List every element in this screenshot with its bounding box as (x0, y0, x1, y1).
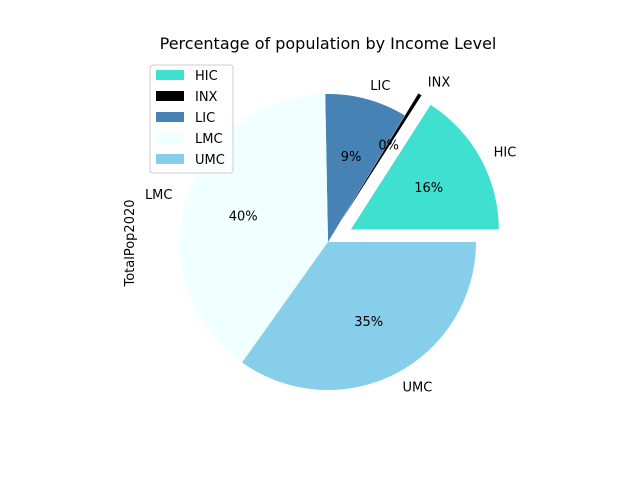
legend-label-hic: HIC (195, 69, 218, 84)
legend: HIC INX LIC LMC UMC (149, 64, 234, 174)
legend-label-lic: LIC (195, 111, 215, 126)
slice-percent-inx: 0% (378, 139, 399, 154)
slice-percent-lic: 9% (341, 150, 362, 165)
slice-percent-lmc: 40% (229, 210, 258, 225)
pie-slice-lic (325, 94, 405, 243)
slice-label-inx: INX (428, 76, 451, 91)
legend-swatch-hic (156, 70, 184, 80)
slice-percent-hic: 16% (414, 181, 443, 196)
slice-label-lic: LIC (370, 79, 390, 94)
legend-label-lmc: LMC (195, 132, 223, 147)
slice-label-hic: HIC (494, 145, 517, 160)
pie-slice-umc (242, 242, 476, 391)
legend-label-umc: UMC (195, 153, 225, 168)
slice-percent-umc: 35% (354, 315, 383, 330)
y-axis-label: TotalPop2020 (123, 199, 138, 287)
legend-swatch-umc (156, 154, 184, 164)
legend-swatch-lmc (156, 133, 184, 143)
slice-label-lmc: LMC (145, 188, 173, 203)
pie-slice-hic (350, 104, 499, 230)
legend-swatch-inx (156, 91, 184, 101)
legend-swatch-lic (156, 112, 184, 122)
pie-labels: HIC 16% INX 0% LIC 9% LMC 40% UMC 35% (145, 76, 516, 396)
pie-slice-inx (341, 93, 422, 220)
slice-label-umc: UMC (403, 381, 433, 396)
chart-title: Percentage of population by Income Level (160, 34, 497, 53)
legend-label-inx: INX (195, 90, 218, 105)
